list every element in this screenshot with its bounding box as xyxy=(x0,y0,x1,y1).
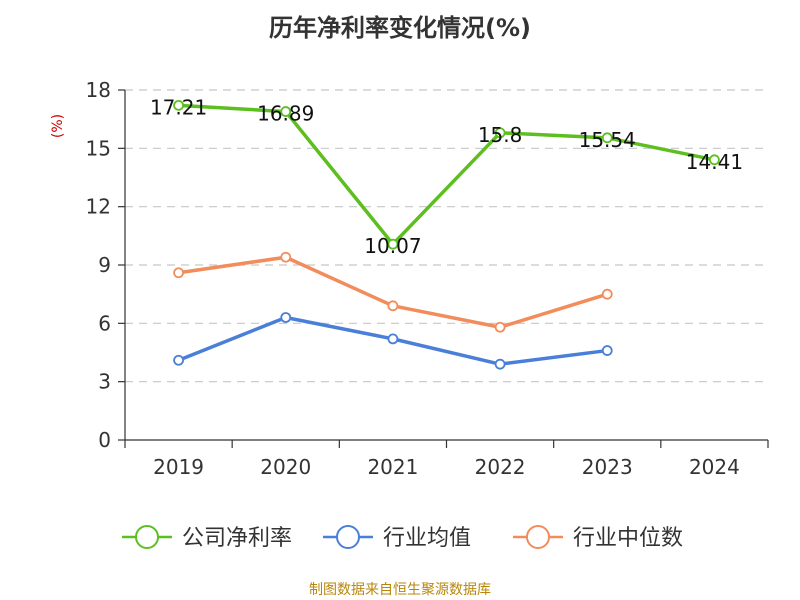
y-tick-label: 12 xyxy=(86,195,111,219)
x-tick-label: 2024 xyxy=(689,455,740,479)
data-label: 17.21 xyxy=(150,95,207,119)
data-point xyxy=(709,154,720,166)
data-point xyxy=(173,267,184,279)
data-point xyxy=(387,238,399,250)
data-label: 10.07 xyxy=(364,234,421,258)
legend-label: 行业均值 xyxy=(383,526,471,551)
y-tick-label: 3 xyxy=(98,370,111,394)
x-tick-label: 2022 xyxy=(475,455,526,479)
chart-title: 历年净利率变化情况(%) xyxy=(269,14,531,42)
data-point xyxy=(387,300,399,312)
legend-marker xyxy=(135,525,159,549)
series-line xyxy=(176,255,609,329)
data-point xyxy=(173,354,184,366)
legend-label: 公司净利率 xyxy=(182,526,292,551)
data-point xyxy=(280,312,292,323)
data-point xyxy=(494,358,506,370)
data-point xyxy=(494,321,506,333)
data-point xyxy=(387,333,399,345)
y-tick-label: 0 xyxy=(98,428,111,452)
data-point xyxy=(173,99,184,111)
y-tick-label: 18 xyxy=(86,78,111,102)
x-tick-label: 2019 xyxy=(153,455,204,479)
data-point xyxy=(280,251,292,263)
data-point xyxy=(601,132,613,144)
legend-label: 行业中位数 xyxy=(573,526,683,551)
data-point xyxy=(494,127,506,139)
series-line xyxy=(176,103,717,246)
y-tick-label: 6 xyxy=(98,311,111,335)
x-tick-label: 2020 xyxy=(260,455,311,479)
x-tick-label: 2021 xyxy=(367,455,418,479)
data-label: 14.41 xyxy=(686,150,743,174)
data-source-note: 制图数据来自恒生聚源数据库 xyxy=(309,582,491,598)
data-point xyxy=(280,106,292,117)
data-label: 15.8 xyxy=(478,123,523,147)
y-axis-unit-label: (%) xyxy=(50,114,66,138)
legend-marker xyxy=(336,525,360,549)
data-point xyxy=(601,345,613,356)
data-label: 16.89 xyxy=(257,102,314,126)
legend-marker xyxy=(526,525,550,549)
data-point xyxy=(601,288,613,300)
y-tick-label: 15 xyxy=(86,136,111,160)
y-tick-label: 9 xyxy=(98,253,111,277)
data-label: 15.54 xyxy=(579,128,636,152)
x-tick-label: 2023 xyxy=(582,455,633,479)
